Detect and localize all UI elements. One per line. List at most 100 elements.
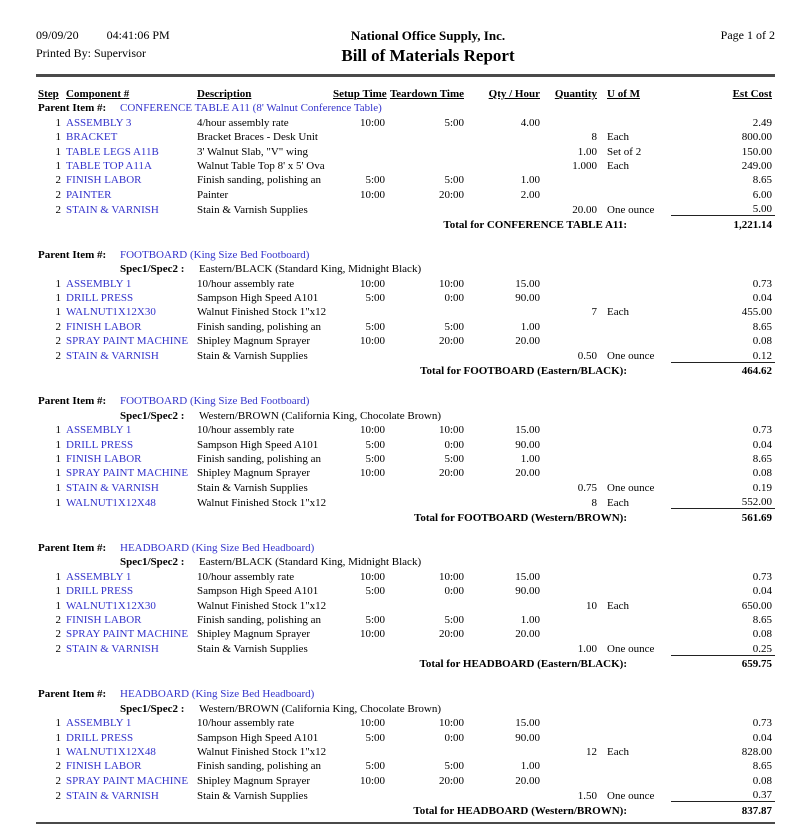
component-link[interactable]: WALNUT1X12X48	[66, 496, 156, 509]
description-cell: Stain & Varnish Supplies	[197, 481, 308, 494]
section-spacer	[36, 670, 775, 686]
teardown-time-cell: 5:00	[444, 613, 464, 626]
parent-item-link[interactable]: HEADBOARD (King Size Bed Headboard)	[120, 688, 315, 701]
component-row: 1 DRILL PRESS Sampson High Speed A101 5:00 0…	[36, 583, 775, 597]
component-row: 2 SPRAY PAINT MACHINE Shipley Magnum Spray…	[36, 772, 775, 787]
component-link[interactable]: ASSEMBLY 3	[66, 116, 132, 129]
component-cell: SPRAY PAINT MACHINE	[66, 333, 197, 347]
component-link[interactable]: ASSEMBLY 1	[66, 570, 132, 583]
setup-time-cell: 5:00	[365, 452, 385, 465]
est-cost-cell: 0.08	[752, 467, 772, 480]
quantity-cell	[543, 715, 600, 729]
parent-item-row: Parent Item #: FOOTBOARD (King Size Bed F…	[36, 393, 775, 407]
parent-item-link[interactable]: FOOTBOARD (King Size Bed Footboard)	[120, 248, 310, 261]
quantity-cell: 1.00	[577, 145, 597, 158]
component-link[interactable]: TABLE LEGS A11B	[66, 145, 159, 158]
setup-time-cell: 10:00	[359, 424, 385, 437]
company-name: National Office Supply, Inc.	[350, 28, 506, 43]
teardown-time-cell	[388, 494, 467, 509]
step-cell: 1	[55, 731, 62, 744]
component-cell: TABLE LEGS A11B	[66, 143, 197, 158]
component-row: 2 FINISH LABOR Finish sanding, polishing a…	[36, 612, 775, 626]
teardown-time-cell: 10:00	[438, 277, 464, 290]
component-link[interactable]: FINISH LABOR	[66, 174, 142, 187]
parent-item-link[interactable]: HEADBOARD (King Size Bed Headboard)	[120, 541, 315, 554]
step-cell: 1	[55, 467, 62, 480]
component-link[interactable]: FINISH LABOR	[66, 760, 142, 773]
parent-item-cell: Parent Item #: FOOTBOARD (King Size Bed F…	[36, 247, 775, 261]
component-cell: PAINTER	[66, 186, 197, 201]
component-link[interactable]: DRILL PRESS	[66, 731, 134, 744]
component-link[interactable]: STAIN & VARNISH	[66, 643, 159, 656]
spec-value: Western/BROWN (California King, Chocolat…	[199, 702, 441, 715]
description-cell: Sampson High Speed A101	[197, 731, 319, 744]
component-link[interactable]: PAINTER	[66, 188, 112, 201]
component-link[interactable]: ASSEMBLY 1	[66, 277, 132, 290]
quantity-cell	[543, 729, 600, 743]
component-link[interactable]: FINISH LABOR	[66, 320, 142, 333]
component-row: 1 FINISH LABOR Finish sanding, polishing a…	[36, 451, 775, 465]
parent-item-link[interactable]: FOOTBOARD (King Size Bed Footboard)	[120, 395, 310, 408]
parent-item-row: Parent Item #: HEADBOARD (King Size Bed H…	[36, 686, 775, 700]
spec-cell: Spec1/Spec2 : Western/BROWN (California K…	[36, 700, 775, 715]
qty-hour-cell: 20.00	[515, 774, 540, 787]
uofm-cell	[600, 465, 671, 479]
component-link[interactable]: SPRAY PAINT MACHINE	[66, 467, 189, 480]
est-cost-cell: 0.08	[752, 628, 772, 641]
component-link[interactable]: STAIN & VARNISH	[66, 789, 159, 802]
est-cost-cell: 0.08	[752, 774, 772, 787]
component-cell: FINISH LABOR	[66, 451, 197, 465]
qty-hour-cell	[467, 787, 543, 802]
component-link[interactable]: SPRAY PAINT MACHINE	[66, 335, 189, 348]
quantity-cell: 12	[586, 746, 597, 759]
report-header: 09/09/20 04:41:06 PM Printed By: Supervis…	[0, 0, 800, 66]
uofm-cell	[600, 290, 671, 304]
component-link[interactable]: FINISH LABOR	[66, 613, 142, 626]
component-link[interactable]: STAIN & VARNISH	[66, 203, 159, 216]
component-link[interactable]: WALNUT1X12X48	[66, 746, 156, 759]
component-link[interactable]: ASSEMBLY 1	[66, 717, 132, 730]
description-cell: Walnut Table Top 8' x 5' Ova	[197, 159, 325, 172]
step-cell: 2	[55, 335, 62, 348]
component-link[interactable]: WALNUT1X12X30	[66, 599, 156, 612]
component-link[interactable]: FINISH LABOR	[66, 452, 142, 465]
parent-item-label: Parent Item #:	[38, 102, 107, 115]
quantity-cell	[543, 758, 600, 772]
component-link[interactable]: BRACKET	[66, 131, 118, 144]
component-link[interactable]: DRILL PRESS	[66, 292, 134, 305]
est-cost-cell: 0.73	[752, 277, 772, 290]
component-link[interactable]: WALNUT1X12X30	[66, 306, 156, 319]
uofm-cell	[600, 333, 671, 347]
setup-time-cell: 5:00	[365, 174, 385, 187]
component-link[interactable]: DRILL PRESS	[66, 438, 134, 451]
component-link[interactable]: STAIN & VARNISH	[66, 481, 159, 494]
component-link[interactable]: SPRAY PAINT MACHINE	[66, 628, 189, 641]
step-cell: 1	[55, 746, 62, 759]
teardown-time-cell: 10:00	[438, 570, 464, 583]
component-row: 2 STAIN & VARNISH Stain & Varnish Supplies…	[36, 640, 775, 656]
component-link[interactable]: ASSEMBLY 1	[66, 424, 132, 437]
est-cost-cell: 0.04	[752, 731, 772, 744]
est-cost-cell: 8.65	[752, 760, 772, 773]
col-header-uofm: U of M	[607, 88, 640, 100]
parent-item-link[interactable]: CONFERENCE TABLE A11 (8' Walnut Conferen…	[120, 102, 382, 115]
component-cell: SPRAY PAINT MACHINE	[66, 772, 197, 787]
parent-item-cell: Parent Item #: FOOTBOARD (King Size Bed F…	[36, 393, 775, 407]
quantity-cell: 1.000	[572, 159, 597, 172]
qty-hour-cell	[467, 129, 543, 143]
est-cost-cell: 6.00	[752, 188, 772, 201]
qty-hour-cell	[467, 640, 543, 655]
setup-time-cell	[333, 494, 388, 509]
setup-time-cell: 10:00	[359, 467, 385, 480]
description-cell: Painter	[197, 188, 229, 201]
component-link[interactable]: STAIN & VARNISH	[66, 350, 159, 363]
setup-time-cell: 10:00	[359, 116, 385, 129]
component-link[interactable]: TABLE TOP A11A	[66, 159, 152, 172]
quantity-cell	[543, 186, 600, 200]
quantity-cell	[543, 436, 600, 450]
component-link[interactable]: DRILL PRESS	[66, 585, 134, 598]
uofm-cell	[600, 172, 671, 186]
component-link[interactable]: SPRAY PAINT MACHINE	[66, 774, 189, 787]
step-cell: 2	[55, 628, 62, 641]
est-cost-cell: 0.08	[752, 335, 772, 348]
